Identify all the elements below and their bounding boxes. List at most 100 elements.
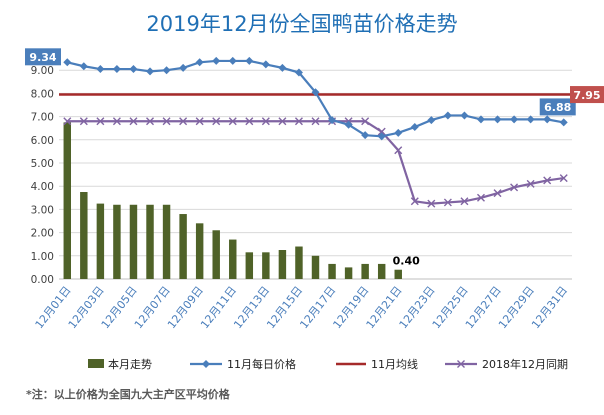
point (427, 199, 436, 208)
point (510, 115, 519, 124)
point (212, 56, 221, 65)
y-tick-label: 5.00 (31, 158, 54, 170)
point (212, 117, 221, 126)
legend-label: 11月每日价格 (227, 357, 296, 371)
point (410, 123, 419, 132)
legend-label: 11月均线 (371, 357, 418, 371)
y-tick-label: 4.00 (31, 181, 54, 193)
y-tick-label: 3.00 (31, 204, 54, 216)
point (361, 131, 370, 140)
point (79, 62, 88, 71)
bar (80, 192, 88, 279)
bar (311, 255, 320, 279)
point (179, 117, 188, 126)
point (361, 117, 370, 126)
point (162, 117, 171, 126)
bar (146, 204, 154, 279)
bar (377, 263, 386, 279)
bar (113, 204, 121, 279)
point (460, 197, 469, 206)
point (311, 117, 320, 126)
bar (245, 252, 254, 279)
series-line (67, 120, 564, 205)
data-label-box (539, 98, 576, 116)
point (311, 88, 320, 97)
point (129, 117, 138, 126)
point (526, 179, 535, 188)
point (377, 132, 386, 141)
y-tick-label: 0.00 (31, 274, 54, 286)
bar (361, 263, 369, 279)
bar (129, 204, 138, 279)
data-label-box (25, 48, 61, 66)
point (559, 174, 568, 183)
point (377, 127, 386, 136)
point (195, 117, 204, 126)
series-line (67, 59, 564, 138)
bar (212, 230, 220, 279)
bar (394, 269, 402, 279)
point (63, 58, 72, 67)
point (96, 117, 105, 126)
y-tick-label: 8.00 (31, 88, 54, 100)
bar (179, 214, 187, 279)
point (559, 118, 568, 127)
x-axis: 12月01日12月03日12月05日12月07日12月09日12月11日12月1… (33, 284, 570, 331)
point (261, 117, 270, 126)
point (162, 66, 171, 75)
point (543, 176, 552, 185)
y-tick-label: 2.00 (31, 228, 54, 240)
bar (344, 267, 353, 279)
bar (195, 223, 204, 279)
y-axis: 0.00 1.00 2.00 3.00 4.00 5.00 6.00 7.00 8.00 9.00 (31, 65, 54, 286)
point (493, 189, 502, 198)
bar (63, 122, 71, 280)
y-tick-label: 1.00 (31, 251, 54, 263)
point (410, 197, 419, 206)
legend-swatch-bar (88, 359, 104, 368)
data-label: 6.88 (544, 101, 571, 114)
point (476, 115, 485, 124)
legend-label: 2018年12月同期 (482, 357, 568, 371)
data-labels: 9.34 6.887.95 0.40 (25, 48, 604, 268)
point (261, 60, 270, 69)
point (460, 111, 469, 120)
point (344, 120, 353, 129)
point (394, 128, 403, 137)
chart-title: 2019年12月份全国鸭苗价格走势 (146, 12, 457, 36)
point (146, 117, 155, 126)
point (294, 117, 303, 126)
bar (262, 252, 270, 279)
bar (96, 203, 105, 279)
data-label: 0.40 (393, 255, 420, 268)
legend-marker (457, 360, 465, 368)
y-tick-label: 6.00 (31, 135, 54, 147)
legend-label: 本月走势 (108, 357, 152, 371)
point (294, 68, 303, 77)
bar-series-current-month (63, 122, 402, 280)
data-label: 7.95 (573, 89, 600, 102)
bar (229, 239, 237, 279)
y-tick-label: 7.00 (31, 112, 54, 124)
point (493, 115, 502, 124)
point (245, 117, 254, 126)
point (543, 115, 552, 124)
point (443, 111, 452, 120)
point (79, 117, 88, 126)
point (476, 193, 485, 202)
point (245, 56, 254, 65)
line-series-november (63, 56, 568, 141)
point (443, 198, 452, 207)
bar (328, 263, 336, 279)
point (179, 63, 188, 72)
point (195, 58, 204, 67)
point (510, 183, 519, 192)
point (96, 65, 105, 74)
point (278, 117, 287, 126)
data-label-box (570, 86, 604, 104)
point (112, 117, 121, 126)
data-label: 9.34 (29, 51, 56, 64)
bar (295, 246, 303, 279)
line-series-2018 (63, 117, 568, 208)
point (328, 116, 337, 125)
